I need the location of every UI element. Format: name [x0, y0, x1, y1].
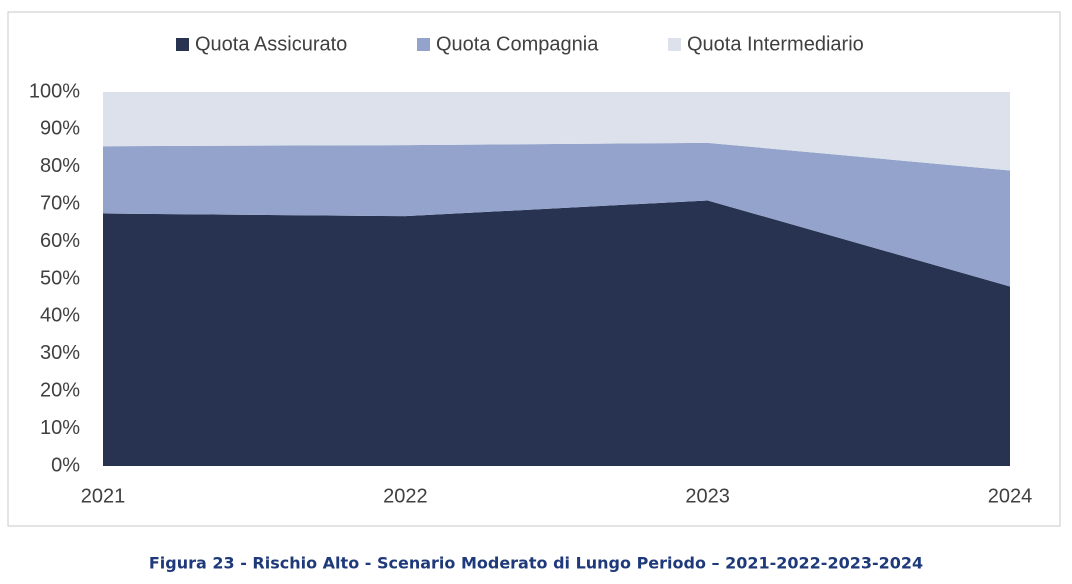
x-tick-label: 2023 [685, 485, 730, 507]
y-tick-label: 20% [40, 379, 80, 401]
y-tick-label: 10% [40, 417, 80, 439]
x-tick-label: 2022 [383, 485, 428, 507]
y-tick-label: 0% [51, 454, 80, 476]
legend-swatch [176, 38, 189, 51]
y-tick-label: 90% [40, 118, 80, 140]
y-tick-label: 30% [40, 342, 80, 364]
legend-label: Quota Assicurato [195, 33, 347, 55]
area [103, 142, 1010, 287]
legend-swatch [417, 38, 430, 51]
y-tick-label: 70% [40, 192, 80, 214]
y-tick-label: 40% [40, 305, 80, 327]
x-tick-label: 2024 [988, 485, 1033, 507]
caption: Figura 23 - Rischio Alto - Scenario Mode… [149, 554, 923, 573]
y-tick-label: 100% [29, 80, 80, 102]
area [103, 92, 1010, 171]
x-tick-label: 2021 [81, 485, 126, 507]
area [103, 200, 1010, 466]
y-tick-label: 80% [40, 155, 80, 177]
legend-label: Quota Intermediario [687, 33, 864, 55]
legend-swatch [668, 38, 681, 51]
y-tick-label: 50% [40, 267, 80, 289]
legend-label: Quota Compagnia [436, 33, 599, 55]
y-tick-label: 60% [40, 230, 80, 252]
